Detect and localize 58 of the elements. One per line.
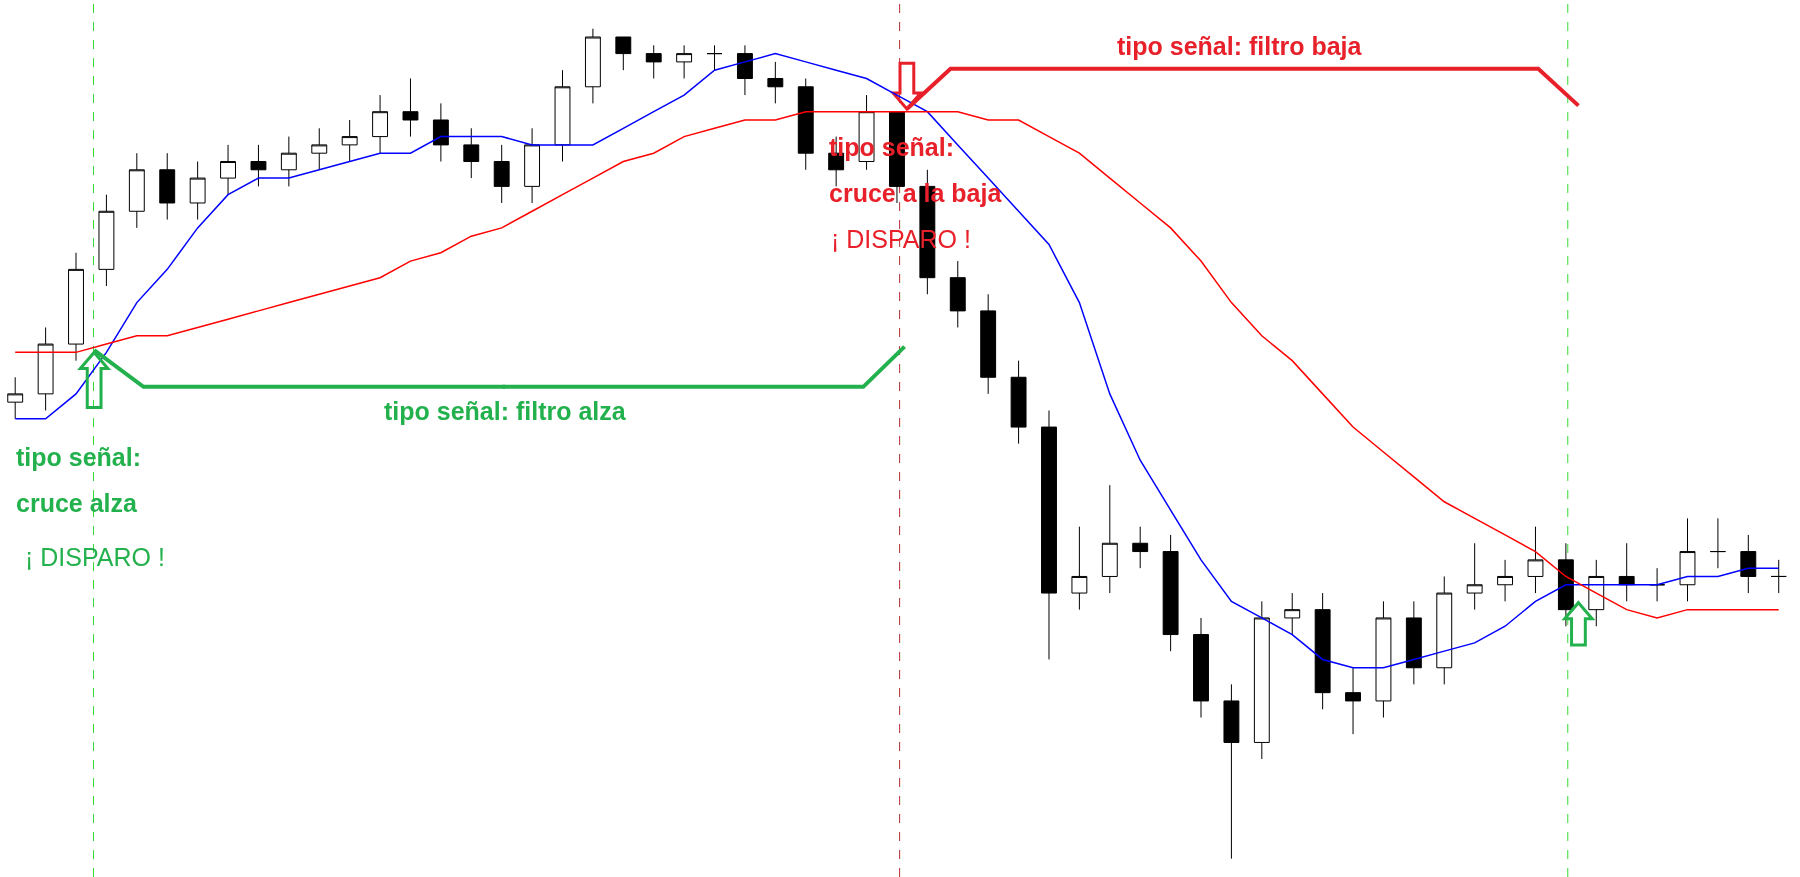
candlestick [1101, 484, 1118, 594]
candlestick [493, 144, 510, 204]
candlestick [554, 69, 571, 162]
candlestick [128, 152, 145, 229]
candlestick [1405, 600, 1422, 685]
candlestick [767, 61, 784, 104]
candlestick [1193, 617, 1209, 719]
candlestick [645, 44, 662, 79]
candlestick [1253, 600, 1270, 760]
candlestick [159, 152, 176, 221]
annotation: ¡ DISPARO ! [25, 543, 165, 571]
candlestick [1436, 575, 1453, 685]
candlestick [432, 102, 449, 162]
candlestick [1345, 667, 1361, 735]
candlestick [615, 36, 632, 71]
candlestick [1466, 542, 1483, 611]
candlestick [706, 44, 723, 71]
candlestick [189, 160, 206, 221]
candlestick [37, 326, 54, 411]
candlestick [280, 136, 297, 187]
candlestick [250, 144, 267, 187]
candlestick [949, 260, 966, 328]
candlestick [1375, 600, 1392, 719]
candlestick [1132, 526, 1149, 569]
candlestick [736, 44, 753, 96]
candlestick [311, 127, 328, 171]
candlestick [676, 44, 693, 79]
candlestick [341, 119, 358, 162]
candlestick [402, 77, 419, 138]
candlestick [98, 194, 115, 287]
candlestick [372, 94, 389, 154]
candlestick [1709, 517, 1726, 569]
candlestick [1679, 517, 1696, 602]
candlestick [1527, 526, 1544, 594]
annotation: tipo señal: cruce alza [16, 443, 142, 517]
annotation: tipo señal: filtro alza [384, 397, 627, 425]
candlestick [1557, 542, 1574, 627]
candlestick [1162, 534, 1179, 652]
candlestick [1618, 542, 1635, 602]
candlestick [1223, 683, 1240, 860]
candlestick [1010, 360, 1027, 445]
candlestick [1497, 559, 1514, 602]
candlestick [1770, 559, 1787, 594]
candlestick [1284, 592, 1301, 636]
candlestick [524, 127, 541, 204]
candlestick [1071, 526, 1088, 611]
candlestick [797, 77, 814, 171]
candlestick [463, 127, 480, 179]
candlestick [584, 28, 601, 104]
candlestick [68, 252, 84, 362]
candlestick [1588, 559, 1605, 627]
candlestick [1740, 534, 1757, 594]
candlestick [1041, 409, 1057, 660]
candlestick [980, 293, 997, 395]
annotation: tipo señal: filtro baja [1117, 32, 1363, 60]
candlestick [1314, 592, 1331, 710]
candlestick [7, 376, 24, 420]
candlestick [220, 144, 236, 196]
